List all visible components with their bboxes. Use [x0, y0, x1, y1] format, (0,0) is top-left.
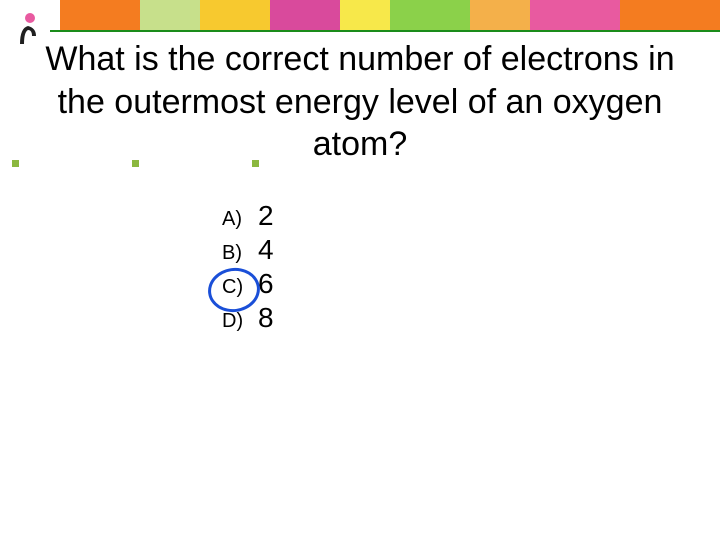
grid-bullet-icon	[132, 160, 139, 167]
answer-letter: B)	[222, 242, 258, 265]
answer-option[interactable]: D)8	[222, 302, 274, 334]
grid-bullet-icon	[252, 160, 259, 167]
banner-segment	[340, 0, 390, 30]
answer-letter: A)	[222, 208, 258, 231]
answer-value: 4	[258, 234, 274, 266]
banner-segment	[60, 0, 140, 30]
banner-segment	[140, 0, 200, 30]
answer-value: 2	[258, 200, 274, 232]
answer-option[interactable]: C)6	[222, 268, 274, 300]
top-banner	[0, 0, 720, 30]
banner-segment	[390, 0, 470, 30]
answer-letter: D)	[222, 310, 258, 333]
question-text: What is the correct number of electrons …	[40, 38, 680, 166]
banner-underline	[50, 30, 720, 32]
banner-segment	[620, 0, 720, 30]
banner-segment	[530, 0, 620, 30]
grid-bullet-icon	[12, 160, 19, 167]
answer-letter: C)	[222, 276, 258, 299]
banner-segment	[200, 0, 270, 30]
answer-value: 6	[258, 268, 274, 300]
answer-value: 8	[258, 302, 274, 334]
answer-option[interactable]: B)4	[222, 234, 274, 266]
banner-segment	[470, 0, 530, 30]
answer-option[interactable]: A)2	[222, 200, 274, 232]
banner-segment	[270, 0, 340, 30]
answer-list: A)2B)4C)6D)8	[222, 200, 274, 336]
